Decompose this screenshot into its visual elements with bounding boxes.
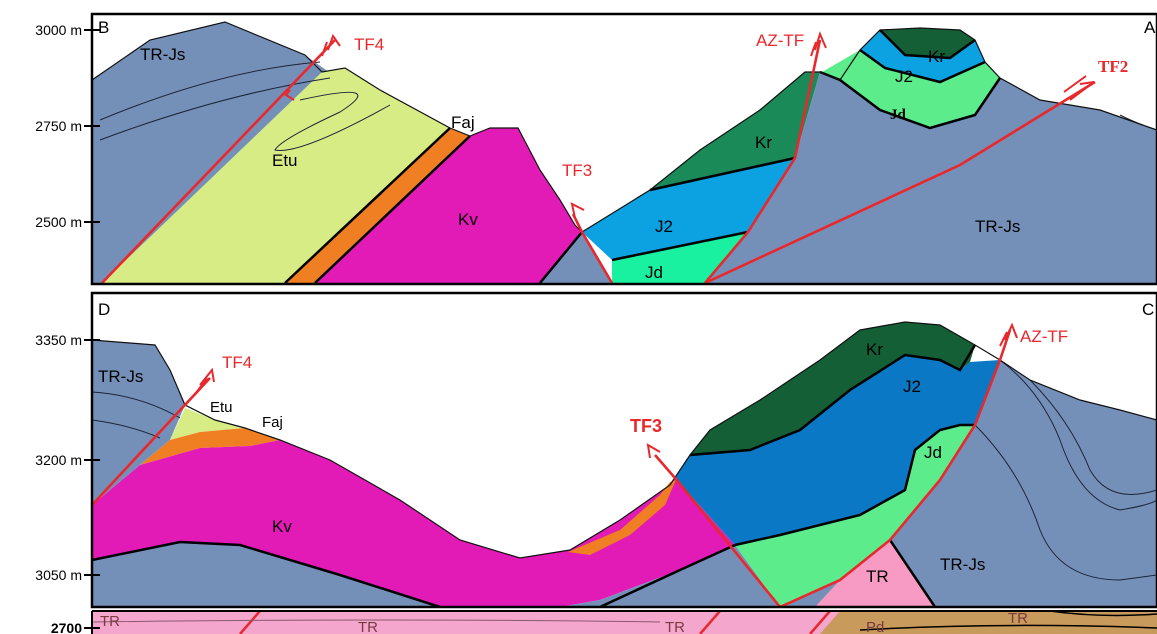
axis-top: 3000 m 2750 m 2500 m: [35, 22, 100, 230]
unit-kr-top: [880, 28, 975, 58]
label-etu-bottom: Etu: [210, 399, 233, 416]
axis-tick-3200: 3200 m: [35, 452, 82, 468]
strip-label-tr-4: TR: [1008, 610, 1028, 627]
unit-kr-mid: [650, 72, 820, 190]
strip-label-tr-3: TR: [665, 619, 685, 634]
label-j2-low: J2: [655, 217, 673, 236]
strip-label-pd: Pd: [866, 619, 884, 634]
label-jd-low: Jd: [645, 263, 663, 282]
axis-tick-3000: 3000 m: [35, 22, 82, 38]
label-kr-top: Kr: [928, 47, 945, 66]
unit-jd-top: [822, 50, 1000, 128]
section-panel-top: 3000 m 2750 m 2500 m B A TR-Js Etu Faj K…: [35, 12, 1157, 286]
unit-faj-bottom: [140, 428, 280, 465]
corner-label-a: A: [1144, 18, 1156, 37]
fault-label-az-tf-bottom: AZ-TF: [1020, 327, 1068, 346]
fault-label-az-tf-top: AZ-TF: [756, 31, 804, 50]
label-j2-bottom: J2: [903, 377, 921, 396]
unit-jd-low: [612, 232, 748, 283]
label-tr-js-left: TR-Js: [140, 45, 185, 64]
unit-jd-bottom: [735, 425, 975, 607]
section-panel-strip: 2700 TR TR TR Pd TR: [51, 610, 1157, 634]
unit-j2-bottom: [675, 355, 1000, 545]
label-kr-mid: Kr: [755, 133, 772, 152]
unit-tr-js-base-bottom: [92, 542, 440, 607]
label-tr-bottom: TR: [866, 567, 889, 586]
unit-faj-thin-bottom: [568, 480, 676, 555]
fault-label-tf2: TF2: [1098, 57, 1128, 76]
fault-label-tf4-top: TF4: [354, 35, 384, 54]
label-tr-js-right-bottom: TR-Js: [940, 555, 985, 574]
section-panel-bottom: 3350 m 3200 m 3050 m D C TR-Js Etu Faj K…: [35, 291, 1157, 609]
strip-label-tr-1: TR: [100, 613, 120, 630]
unit-etu-bottom: [170, 408, 245, 440]
label-tr-js-right: TR-Js: [975, 217, 1020, 236]
axis-tick-2700: 2700: [51, 620, 82, 634]
axis-tick-3350: 3350 m: [35, 332, 82, 348]
unit-tr-js-wedge: [540, 232, 612, 283]
label-faj: Faj: [451, 113, 475, 132]
fault-lines-top: [101, 39, 1096, 284]
label-faj-bottom: Faj: [262, 414, 283, 431]
unit-kv: [315, 128, 582, 283]
unit-etu: [102, 68, 450, 283]
label-kr-bottom: Kr: [866, 340, 883, 359]
corner-label-b: B: [98, 18, 109, 37]
label-kv-bottom: Kv: [272, 517, 292, 536]
axis-tick-2500: 2500 m: [35, 214, 82, 230]
label-j2-top: J2: [895, 67, 913, 86]
label-jd-bottom: Jd: [924, 443, 942, 462]
axis-tick-2750: 2750 m: [35, 118, 82, 134]
unit-tr-js-right-bottom: [780, 360, 1157, 607]
label-kv: Kv: [458, 210, 478, 229]
unit-tr-pink-bottom: [815, 540, 935, 607]
corner-label-d: D: [98, 300, 110, 319]
unit-faj: [285, 128, 470, 283]
label-tr-js-left-bottom: TR-Js: [98, 367, 143, 386]
fault-label-tf3-top: TF3: [562, 161, 592, 180]
axis-tick-3050: 3050 m: [35, 567, 82, 583]
axis-bottom: 3350 m 3200 m 3050 m: [35, 332, 100, 583]
unit-kv-bottom: [92, 440, 735, 607]
strip-label-tr-2: TR: [358, 619, 378, 634]
fault-label-tf3-bottom: TF3: [630, 416, 662, 436]
fault-lines-bottom: [92, 329, 1012, 607]
fault-label-tf4-bottom: TF4: [222, 353, 252, 372]
unit-tr-js-left-bottom: [92, 340, 185, 505]
label-jd-top: Jd: [890, 107, 907, 123]
label-etu: Etu: [272, 151, 298, 170]
corner-label-c: C: [1142, 300, 1154, 319]
unit-j2-low: [582, 158, 795, 260]
